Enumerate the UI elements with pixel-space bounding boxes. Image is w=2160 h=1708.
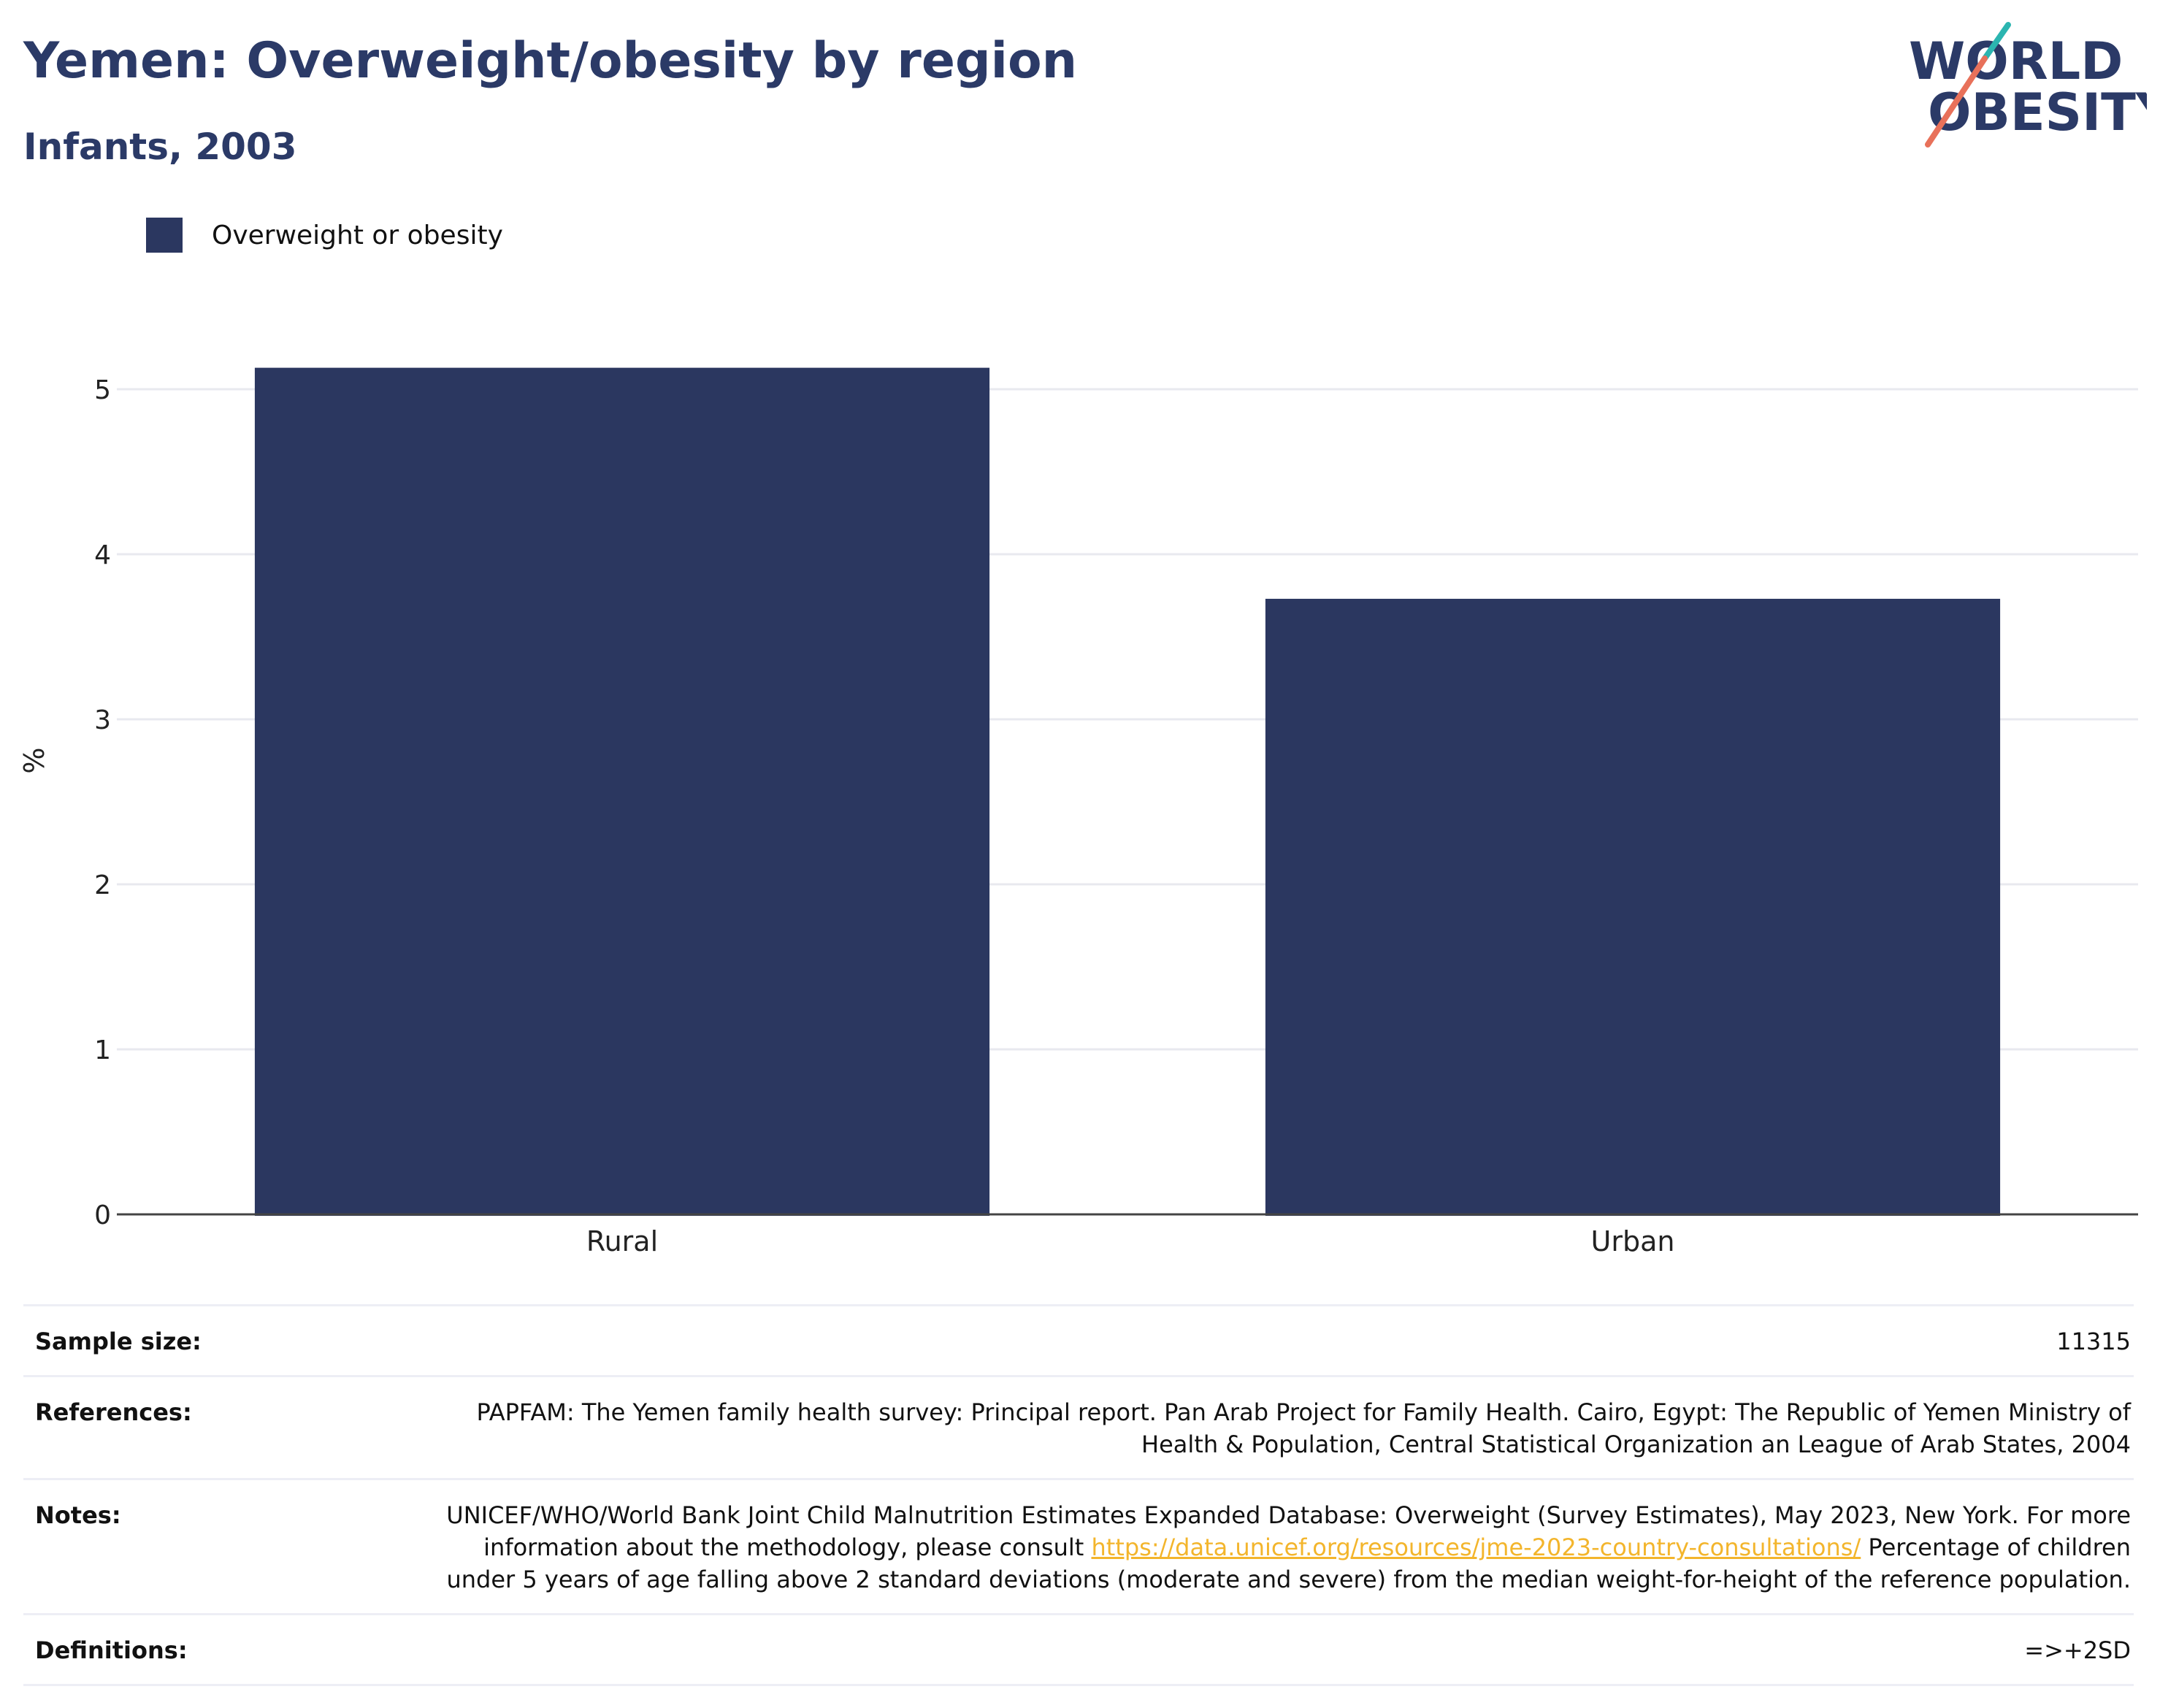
y-tick-label: 1 xyxy=(94,1035,111,1065)
y-tick-label: 2 xyxy=(94,870,111,900)
definitions-label: Definitions: xyxy=(35,1636,188,1664)
notes-methodology-link[interactable]: https://data.unicef.org/resources/jme-20… xyxy=(1091,1533,1861,1561)
notes-text-before: UNICEF/WHO/World Bank Joint Child Malnut… xyxy=(446,1501,2131,1561)
page-title: Yemen: Overweight/obesity by region xyxy=(23,32,1078,90)
y-axis-label: % xyxy=(18,747,50,773)
footer-row-sample-size: Sample size: 11315 xyxy=(23,1304,2134,1375)
x-tick-label: Urban xyxy=(1591,1225,1675,1257)
logo-slash-top xyxy=(1982,22,2011,61)
x-tick-label: Rural xyxy=(586,1225,658,1257)
footer-row-notes: Notes: UNICEF/WHO/World Bank Joint Child… xyxy=(23,1478,2134,1613)
logo-line1: WORLD xyxy=(1909,31,2123,91)
world-obesity-logo: WORLD OBESITY xyxy=(1899,20,2160,152)
sample-size-value: 11315 xyxy=(2056,1328,2131,1355)
chart-footer-table: Sample size: 11315 References: PAPFAM: T… xyxy=(23,1304,2134,1686)
y-tick-label: 3 xyxy=(94,705,111,735)
bar-rural xyxy=(254,367,990,1216)
footer-row-references: References: PAPFAM: The Yemen family hea… xyxy=(23,1375,2134,1478)
notes-value: UNICEF/WHO/World Bank Joint Child Malnut… xyxy=(444,1499,2134,1596)
references-label: References: xyxy=(35,1398,192,1426)
logo-line2: OBESITY xyxy=(1928,83,2147,142)
logo-slash-bottom xyxy=(1925,55,1988,148)
notes-text-after: Percentage of children under 5 years of … xyxy=(446,1533,2131,1593)
page-subtitle: Infants, 2003 xyxy=(23,126,297,168)
y-tick-label: 5 xyxy=(94,375,111,405)
world-obesity-logo-icon: WORLD OBESITY xyxy=(1909,22,2160,148)
bar-urban xyxy=(1265,599,2001,1216)
references-value: PAPFAM: The Yemen family health survey: … xyxy=(476,1398,2131,1458)
legend-swatch xyxy=(146,218,183,253)
legend-label: Overweight or obesity xyxy=(212,221,503,250)
notes-label: Notes: xyxy=(35,1501,121,1529)
footer-row-definitions: Definitions: =>+2SD xyxy=(23,1613,2134,1686)
definitions-value: =>+2SD xyxy=(2024,1636,2131,1664)
bar-chart: 0 1 2 3 4 5 Rural Urban% xyxy=(18,367,2138,1257)
y-tick-label: 0 xyxy=(94,1200,111,1230)
y-tick-label: 4 xyxy=(94,540,111,570)
sample-size-label: Sample size: xyxy=(35,1328,202,1355)
